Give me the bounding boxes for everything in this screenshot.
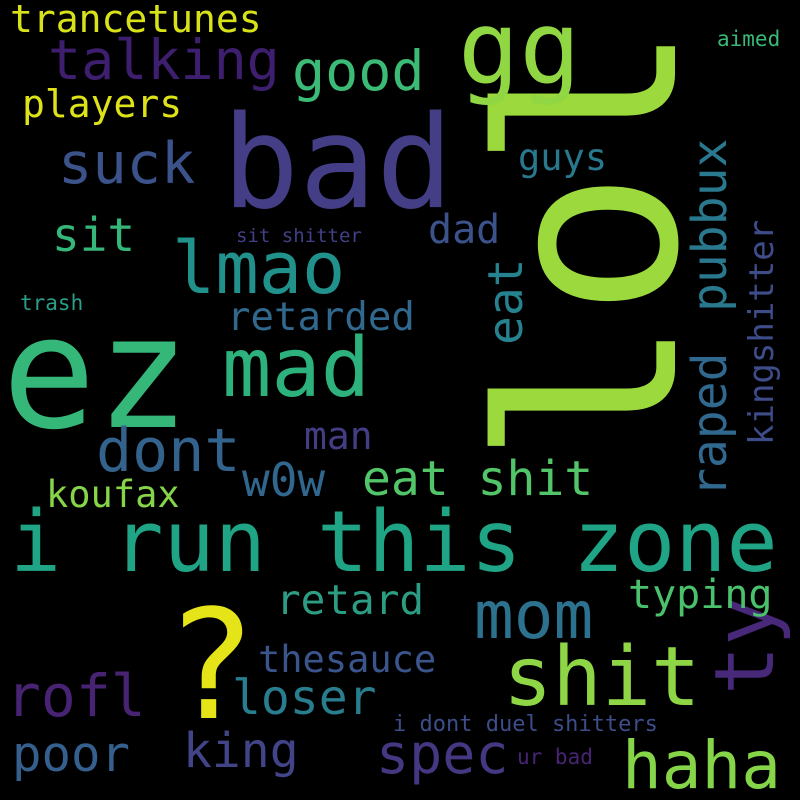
word-koufax: koufax (46, 473, 180, 516)
word-man: man (304, 414, 373, 458)
word-i-dont-duel-shitters: i dont duel shitters (393, 712, 658, 737)
word-typing: typing (628, 572, 773, 618)
word-gg: gg (458, 0, 581, 108)
word-lmao: lmao (172, 226, 346, 310)
word-spec: spec (376, 722, 509, 786)
word-question-mark: ? (165, 577, 257, 754)
word-king: king (183, 723, 299, 779)
word-thesauce: thesauce (258, 638, 437, 681)
word-sit-shitter: sit shitter (236, 225, 362, 247)
word-shit: shit (503, 630, 701, 725)
word-ez: ez (2, 282, 190, 464)
word-retard: retard (276, 576, 425, 624)
word-eat: eat (478, 258, 534, 345)
word-aimed: aimed (717, 27, 781, 51)
word-kingshitter: kingshitter (742, 219, 782, 445)
word-raped: raped (682, 352, 738, 498)
word-haha: haha (622, 727, 781, 800)
word-pubbux: pubbux (682, 138, 738, 312)
word-guys: guys (518, 136, 608, 179)
word-dont: dont (96, 416, 241, 486)
word-loser: loser (232, 670, 377, 726)
word-retarded: retarded (227, 295, 415, 340)
word-players: players (22, 82, 183, 126)
word-trash: trash (20, 291, 84, 315)
word-ur-bad: ur bad (517, 745, 593, 769)
word-good: good (292, 39, 425, 103)
word-dad: dad (428, 207, 501, 253)
word-mom: mom (474, 577, 594, 654)
word-i-run-this-zone: i run this zone (10, 493, 778, 592)
word-w0w: w0w (242, 453, 326, 507)
word-eat-shit: eat shit (362, 451, 594, 507)
word-mad: mad (222, 321, 371, 416)
word-rofl: rofl (6, 662, 146, 730)
word-bad: bad (222, 89, 454, 238)
word-sit: sit (52, 208, 136, 262)
word-trancetunes: trancetunes (10, 0, 262, 41)
word-suck: suck (58, 131, 196, 197)
word-talking: talking (48, 28, 280, 92)
word-poor: poor (12, 726, 131, 783)
